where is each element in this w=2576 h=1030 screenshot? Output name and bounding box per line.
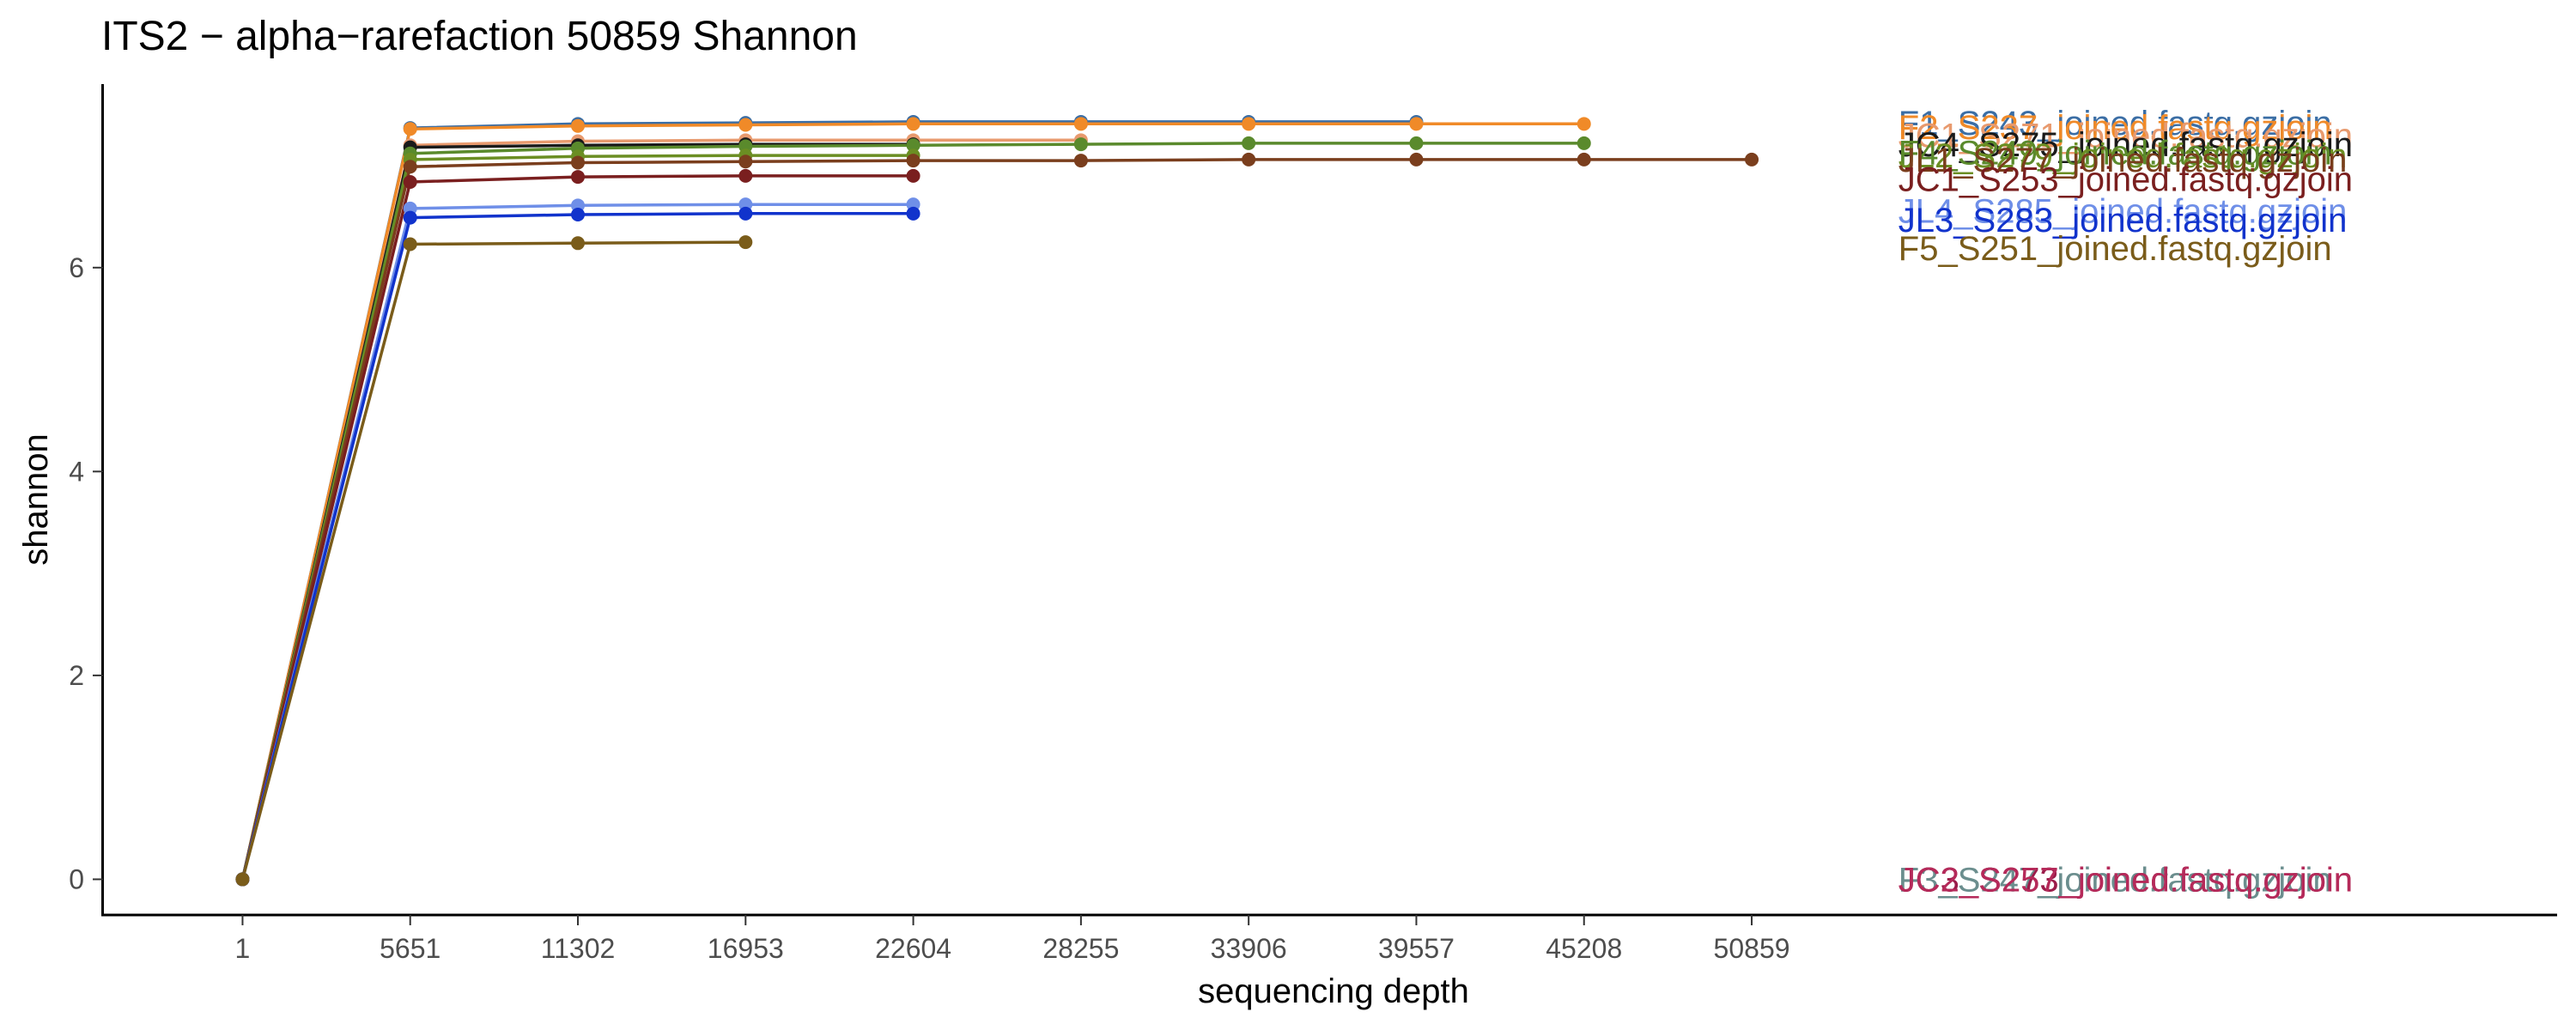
data-point [403,175,417,190]
data-point [1577,117,1591,131]
x-tick-label: 11302 [541,933,616,964]
data-point [1577,152,1591,167]
x-tick-label: 22604 [875,933,951,964]
series-label: F2_S237_joined.fastq.gzjoin [1899,109,2332,147]
data-point [906,117,920,131]
data-point [235,872,250,887]
data-point [1409,152,1424,167]
series-label: JC4_S275_joined.fastq.gzjoin [1899,126,2353,164]
series-line [240,240,746,880]
data-point [571,155,586,170]
data-point [906,168,920,183]
data-point [1577,136,1591,150]
series-line [240,142,1584,880]
series-label: JL1_S277_joined.fastq.gzjoin [1899,142,2348,179]
data-point [906,138,920,153]
x-tick-label: 33906 [1211,933,1287,964]
series-label: F4_S249_joined.fastq.gzjoin [1899,135,2332,173]
data-point [1409,117,1424,131]
series-line [240,120,1417,880]
series-labels: F1_S243_joined.fastq.gzjoinF2_S237_joine… [1899,105,2353,899]
data-point [1409,136,1424,150]
data-point [738,235,753,250]
x-tick-label: 50859 [1714,933,1790,964]
series-lines [237,120,1752,881]
y-tick-label: 6 [69,252,84,283]
series-label: JC2_S257_joined.fastq.gzjoin [1899,861,2353,899]
x-tick-label: 28255 [1042,933,1119,964]
series-line [240,203,914,880]
data-point [906,154,920,168]
data-point [1242,136,1256,150]
data-point [1745,152,1759,167]
series-label: F3_S247_joined.fastq.gzjoin [1899,861,2332,899]
series-label: F5_S251_joined.fastq.gzjoin [1899,230,2332,268]
series-label: JL4_S285_joined.fastq.gzjoin [1899,192,2348,230]
y-tick-label: 2 [69,660,84,691]
data-point [1242,152,1256,167]
series-label: JC3_S273_joined.fastq.gzjoin [1899,861,2353,899]
x-tick-label: 45208 [1546,933,1622,964]
data-point [1073,137,1088,152]
data-point [571,208,586,222]
data-point [403,160,417,174]
series-line [240,142,914,880]
series-line [240,122,1584,880]
data-point [738,118,753,132]
y-tick-label: 0 [69,863,84,894]
data-point [738,154,753,169]
x-tick-label: 39557 [1378,933,1455,964]
x-axis-ticks: 1 5651 11302 16953 22604 28255 33906 39557 45208… [235,915,1790,964]
series-points [235,114,1759,887]
series-label: F1_S243_joined.fastq.gzjoin [1899,105,2332,142]
data-point [403,210,417,225]
data-point [1073,117,1088,131]
series-label: JL2_S279_joined.fastq.gzjoin [1899,137,2348,175]
x-tick-label: 5651 [380,933,440,964]
data-point [571,170,586,185]
data-point [403,237,417,251]
x-axis-title: sequencing depth [1198,972,1469,1010]
data-point [1242,117,1256,131]
data-point [906,206,920,221]
data-point [571,236,586,251]
y-axis-ticks: 0 2 4 6 [69,252,103,894]
series-label: JC1_S253_joined.fastq.gzjoin [1899,161,2353,198]
chart-title: ITS2 − alpha−rarefaction 50859 Shannon [101,14,858,59]
series-label: JC1_S271_joined.fastq.gzjoin [1899,117,2353,154]
data-point [1073,154,1088,168]
x-tick-label: 16953 [708,933,784,964]
x-tick-label: 1 [235,933,251,964]
series-line [240,138,1081,880]
series-line [240,154,914,880]
data-point [738,168,753,183]
y-axis-title: shannon [17,433,55,565]
series-label: JL3_S283_joined.fastq.gzjoin [1899,202,2348,239]
series-line [240,158,1752,880]
data-point [738,206,753,221]
series-line [240,174,914,880]
series-line [240,212,914,880]
data-point [571,118,586,133]
y-tick-label: 4 [69,456,84,487]
data-point [403,122,417,136]
